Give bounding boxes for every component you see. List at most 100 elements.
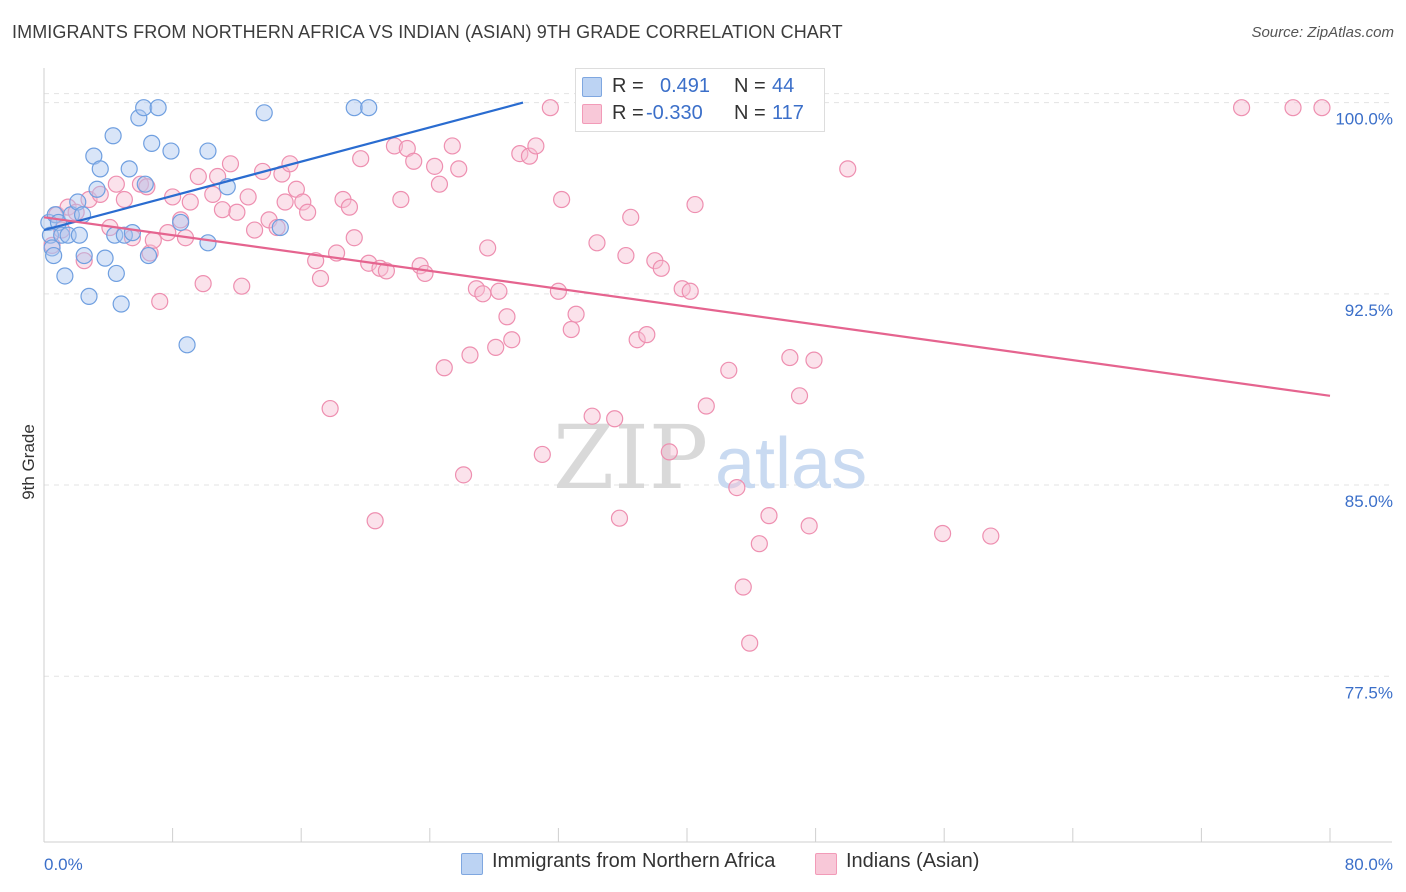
data-point [610, 509, 629, 527]
legend-n-label: N = [734, 102, 766, 124]
data-point [96, 249, 114, 267]
data-point [503, 331, 521, 349]
data-point [982, 527, 1000, 545]
data-point [567, 305, 585, 323]
data-point [120, 160, 138, 178]
legend-swatch-pink [582, 104, 602, 124]
data-point [360, 99, 378, 117]
data-point [345, 99, 363, 117]
series-immigrants-northern-africa [40, 99, 691, 354]
data-point [130, 109, 148, 127]
data-point [199, 142, 217, 160]
data-point [45, 246, 63, 265]
data-point [199, 234, 217, 252]
data-point [652, 259, 670, 277]
legend-label-indians-asian[interactable]: Indians (Asian) [846, 850, 980, 872]
data-point [405, 152, 423, 170]
data-point [511, 144, 529, 163]
data-point [606, 410, 624, 428]
data-point [135, 99, 153, 117]
data-point [311, 269, 330, 288]
data-point [151, 292, 169, 311]
data-point [228, 203, 246, 221]
data-point [377, 262, 395, 280]
data-point [435, 359, 453, 377]
data-point [115, 190, 133, 209]
x-tick-label: 0.0% [44, 855, 83, 874]
data-point [162, 142, 180, 160]
data-point [139, 246, 158, 265]
legend-r-value-pink: -0.330 [646, 102, 703, 124]
data-point [416, 264, 434, 283]
data-point [80, 287, 98, 305]
data-point [340, 198, 359, 216]
legend-n-value-blue: 44 [772, 75, 795, 97]
data-point [933, 524, 952, 543]
data-point [562, 320, 580, 339]
data-point [112, 295, 130, 313]
data-point [69, 193, 87, 211]
stats-legend: R = 0.491 N = 44 R = -0.330 N = 117 [575, 68, 825, 132]
legend-swatch-indians-asian[interactable] [815, 853, 837, 875]
data-point [53, 226, 71, 244]
legend-r-label: R = [612, 75, 644, 97]
data-point [107, 175, 125, 193]
legend-r-value-blue: 0.491 [660, 75, 711, 97]
data-point [213, 201, 232, 219]
data-point [181, 193, 199, 211]
data-point [741, 634, 759, 652]
legend-swatch-blue [582, 77, 602, 97]
legend-label-northern-africa[interactable]: Immigrants from Northern Africa [492, 850, 776, 872]
source-credit: Source: ZipAtlas.com [1251, 24, 1394, 41]
data-point [392, 190, 410, 209]
data-point [107, 264, 125, 283]
data-point [734, 578, 752, 596]
data-point [839, 160, 857, 178]
watermark-zip: ZIP [553, 406, 708, 509]
tick-labels: 77.5% 85.0% 92.5% 100.0% 0.0% 80.0% [44, 110, 1393, 874]
data-point [628, 331, 646, 349]
trend-line [43, 101, 524, 232]
data-point [75, 252, 93, 270]
data-point [527, 137, 545, 155]
y-tick-label: 77.5% [1345, 683, 1393, 702]
data-point [1284, 99, 1302, 117]
data-point [271, 218, 289, 237]
data-point [321, 399, 339, 418]
data-point [194, 275, 212, 293]
data-point [479, 239, 497, 257]
data-point [681, 282, 699, 300]
data-point [474, 285, 492, 303]
data-point [781, 348, 799, 367]
data-point [533, 445, 551, 464]
data-point [255, 104, 273, 122]
data-point [141, 244, 159, 262]
data-point [91, 160, 109, 178]
data-point [239, 188, 257, 206]
data-point [454, 466, 473, 484]
data-point [490, 282, 508, 300]
data-point [588, 234, 606, 252]
data-point [104, 127, 122, 145]
watermark-atlas: atlas [715, 424, 867, 504]
data-point [299, 203, 317, 221]
data-point [720, 361, 738, 379]
axes [43, 68, 1392, 843]
data-point [143, 134, 161, 152]
data-point [178, 336, 196, 354]
data-point [549, 282, 568, 300]
data-point [760, 507, 778, 525]
data-point [430, 175, 449, 193]
data-point [138, 178, 156, 196]
data-point [189, 167, 207, 186]
data-point [352, 150, 370, 168]
y-tick-label: 92.5% [1345, 301, 1393, 320]
y-tick-label: 100.0% [1335, 110, 1393, 129]
legend-swatch-northern-africa[interactable] [461, 853, 483, 875]
data-point [697, 397, 715, 415]
x-tick-label: 80.0% [1345, 855, 1393, 874]
legend-r-label: R = [612, 102, 644, 124]
data-point [686, 195, 704, 214]
data-point [461, 346, 479, 364]
